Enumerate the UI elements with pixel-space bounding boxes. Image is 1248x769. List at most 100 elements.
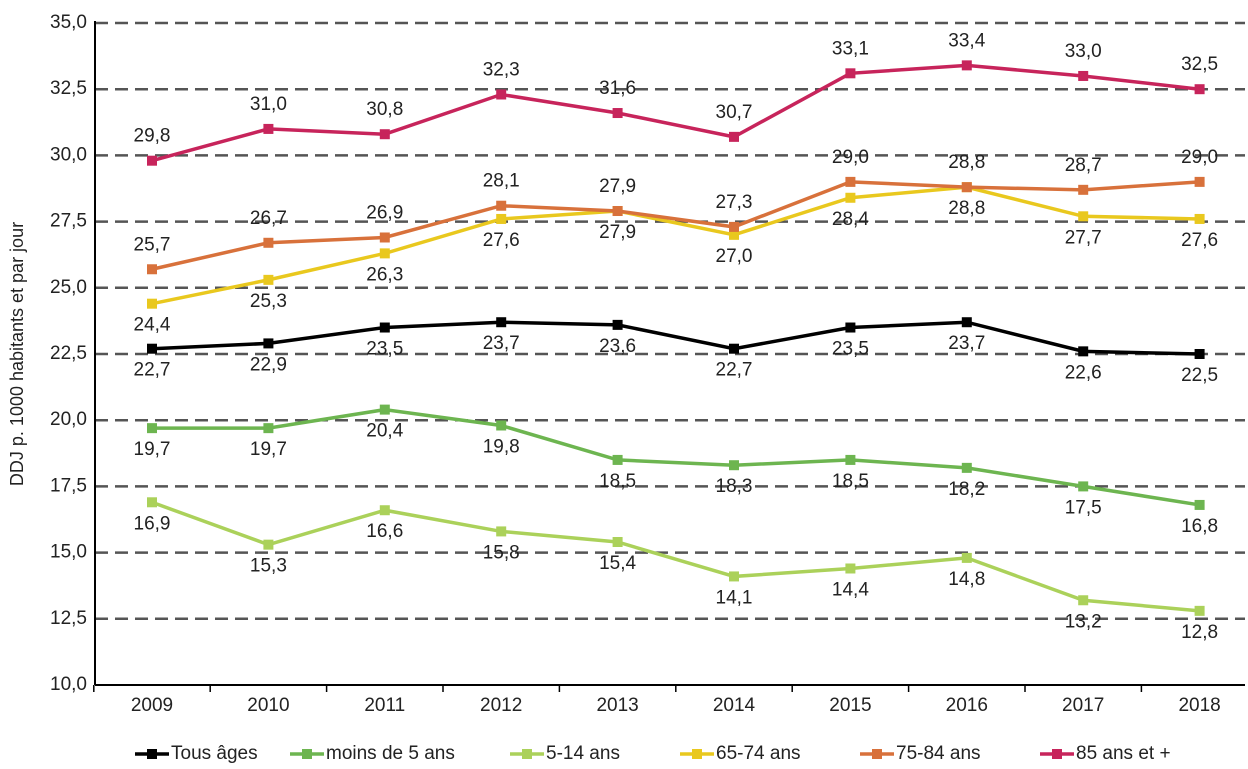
- point-marker: [845, 192, 856, 203]
- point-marker: [1078, 595, 1089, 606]
- point-marker: [612, 206, 623, 217]
- data-label: 28,4: [832, 209, 869, 230]
- point-marker: [961, 60, 972, 71]
- data-label: 29,8: [134, 126, 171, 147]
- x-tick-label: 2009: [131, 695, 173, 716]
- x-tick-label: 2010: [247, 695, 289, 716]
- point-marker: [1078, 346, 1089, 357]
- series-line: [151, 63, 1200, 163]
- point-marker: [1194, 84, 1205, 95]
- y-tick-label: 20,0: [50, 409, 87, 430]
- data-label: 31,0: [250, 94, 287, 115]
- legend-label: Tous âges: [171, 743, 258, 764]
- point-marker: [379, 129, 390, 140]
- x-tick-label: 2011: [364, 695, 405, 716]
- data-label: 23,5: [366, 339, 403, 360]
- data-label: 27,6: [483, 230, 520, 251]
- data-label: 22,7: [716, 360, 753, 381]
- y-tick-label: 10,0: [50, 674, 87, 695]
- data-label: 26,3: [366, 264, 403, 285]
- legend-label: 75-84 ans: [896, 743, 981, 764]
- data-label: 22,6: [1065, 362, 1102, 383]
- point-marker: [147, 423, 157, 434]
- data-label: 23,7: [948, 333, 985, 354]
- point-marker: [263, 237, 274, 248]
- point-marker: [729, 229, 739, 240]
- point-marker: [496, 317, 507, 328]
- point-marker: [1194, 213, 1205, 224]
- series-line: [151, 185, 1200, 306]
- data-label: 14,4: [832, 580, 869, 601]
- data-label: 18,2: [948, 479, 985, 500]
- point-marker: [845, 68, 856, 79]
- data-label: 30,7: [716, 102, 753, 123]
- data-label: 26,7: [250, 208, 287, 229]
- point-marker: [1078, 184, 1089, 195]
- data-label: 30,8: [366, 99, 403, 120]
- series-line: [151, 500, 1200, 613]
- data-label: 14,1: [716, 587, 753, 608]
- legend-label: moins de 5 ans: [326, 743, 455, 764]
- data-label: 27,6: [1181, 230, 1218, 251]
- point-marker: [1078, 481, 1089, 492]
- data-label: 12,8: [1181, 622, 1218, 643]
- point-marker: [961, 462, 972, 473]
- point-marker: [379, 248, 390, 259]
- data-label: 19,8: [483, 437, 520, 458]
- data-label: 27,9: [599, 176, 636, 197]
- data-label: 27,7: [1065, 227, 1102, 248]
- y-tick-label: 27,5: [50, 211, 87, 232]
- point-marker: [961, 182, 972, 193]
- point-marker: [1194, 176, 1205, 187]
- point-marker: [147, 343, 157, 354]
- data-label: 22,9: [250, 354, 287, 375]
- data-label: 14,8: [948, 569, 985, 590]
- legend-label: 85 ans et +: [1076, 743, 1171, 764]
- point-marker: [961, 552, 972, 563]
- point-marker: [729, 221, 739, 232]
- point-marker: [845, 454, 856, 465]
- point-marker: [263, 274, 274, 285]
- point-marker: [496, 420, 507, 431]
- point-marker: [496, 200, 507, 211]
- legend-marker: [302, 749, 312, 759]
- data-label: 16,8: [1181, 516, 1218, 537]
- data-label: 28,1: [483, 171, 520, 192]
- point-marker: [612, 108, 623, 119]
- point-marker: [147, 264, 157, 275]
- data-label: 20,4: [366, 421, 403, 442]
- data-label: 33,1: [832, 38, 869, 59]
- point-marker: [612, 454, 623, 465]
- data-label: 26,9: [366, 203, 403, 224]
- series-line: [152, 407, 1200, 507]
- legend-marker: [872, 749, 882, 759]
- point-marker: [1194, 605, 1205, 616]
- point-marker: [263, 539, 274, 550]
- legend-marker: [1052, 749, 1062, 759]
- data-label: 23,6: [599, 336, 636, 357]
- point-marker: [1194, 349, 1205, 359]
- y-tick-label: 17,5: [50, 475, 87, 496]
- y-tick-label: 12,5: [50, 608, 87, 629]
- y-tick-label: 35,0: [50, 12, 87, 33]
- point-marker: [729, 571, 739, 582]
- data-label: 32,3: [483, 60, 520, 81]
- x-tick-label: 2014: [713, 695, 756, 716]
- point-marker: [1078, 211, 1089, 222]
- point-marker: [496, 526, 507, 537]
- point-marker: [1194, 499, 1205, 510]
- point-marker: [496, 213, 507, 224]
- data-label: 18,5: [832, 471, 869, 492]
- data-label: 23,5: [832, 339, 869, 360]
- point-marker: [147, 298, 157, 309]
- point-marker: [147, 497, 157, 508]
- data-label: 27,9: [599, 222, 636, 243]
- data-label: 16,9: [134, 513, 171, 534]
- data-label: 27,3: [716, 192, 753, 213]
- legend-marker: [522, 749, 532, 759]
- point-marker: [379, 404, 390, 415]
- point-marker: [1078, 70, 1089, 81]
- x-tick-label: 2015: [829, 695, 871, 716]
- point-marker: [845, 322, 856, 333]
- data-label: 15,3: [250, 556, 287, 577]
